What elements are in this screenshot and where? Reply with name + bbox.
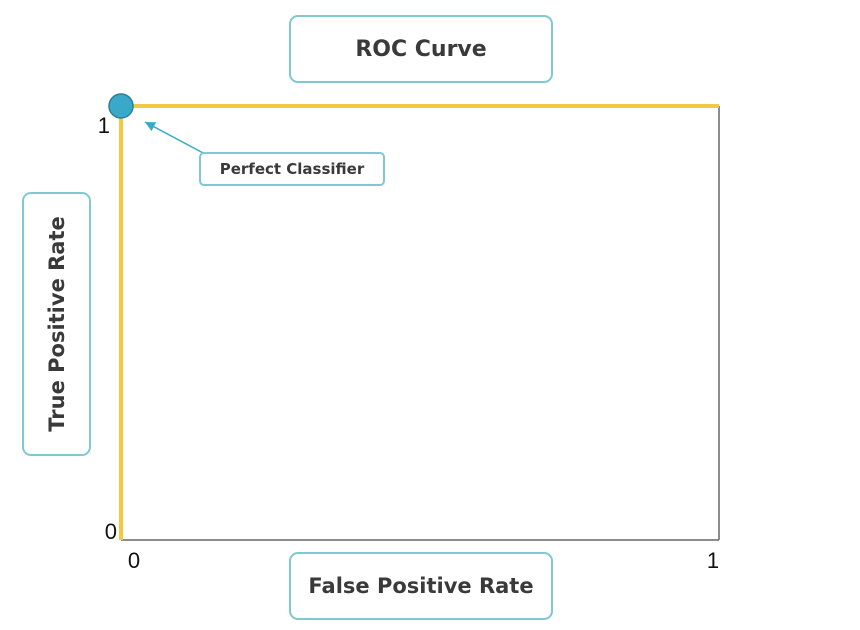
- annotation-text: Perfect Classifier: [219, 160, 365, 178]
- x-tick-label-1: 1: [707, 548, 719, 573]
- y-tick-label-1: 1: [98, 113, 110, 138]
- y-tick-label-0: 0: [105, 519, 117, 544]
- x-tick-label-0: 0: [128, 548, 140, 573]
- annotation-arrow: [144, 121, 206, 155]
- perfect-classifier-point: [108, 93, 134, 119]
- annotation-label: Perfect Classifier: [199, 152, 385, 186]
- x-axis-label-text: False Positive Rate: [308, 574, 534, 598]
- y-axis-label: True Positive Rate: [22, 192, 91, 456]
- x-axis-label: False Positive Rate: [289, 552, 553, 620]
- annotation-arrowhead: [145, 122, 157, 132]
- y-axis-label-text: True Positive Rate: [44, 216, 69, 432]
- chart-title-text: ROC Curve: [355, 36, 487, 62]
- chart-title: ROC Curve: [289, 15, 553, 83]
